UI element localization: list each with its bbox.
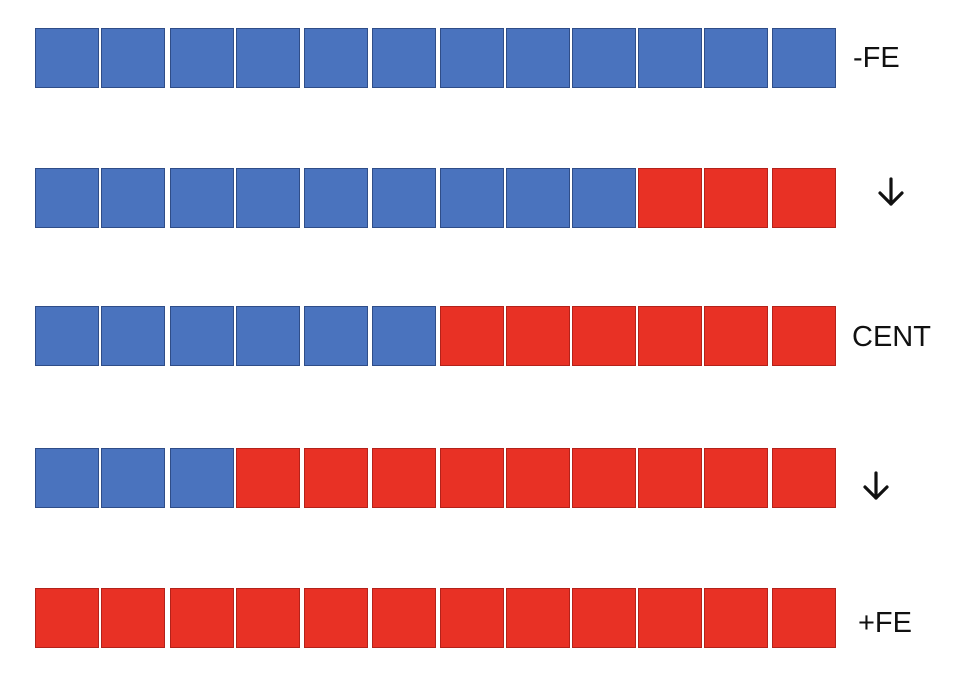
blue-square: [35, 168, 99, 228]
red-square: [772, 448, 836, 508]
red-square: [572, 448, 636, 508]
red-square: [170, 588, 234, 648]
blue-square: [304, 306, 368, 366]
blue-square: [35, 28, 99, 88]
blue-square: [506, 168, 570, 228]
red-square: [572, 588, 636, 648]
red-square: [506, 588, 570, 648]
blue-square: [170, 448, 234, 508]
label-minus-fe: -FE: [853, 42, 900, 74]
blue-square: [372, 168, 436, 228]
red-square: [372, 588, 436, 648]
blue-square: [101, 306, 165, 366]
red-square: [236, 448, 300, 508]
red-square: [101, 588, 165, 648]
blue-square: [372, 28, 436, 88]
red-square: [236, 588, 300, 648]
red-square: [304, 588, 368, 648]
blue-square: [35, 306, 99, 366]
red-square: [638, 306, 702, 366]
blue-square: [572, 28, 636, 88]
blue-square: [704, 28, 768, 88]
red-square: [506, 306, 570, 366]
blue-square: [236, 168, 300, 228]
red-square: [35, 588, 99, 648]
blue-square: [304, 168, 368, 228]
red-square: [638, 448, 702, 508]
red-square: [704, 448, 768, 508]
red-square: [772, 588, 836, 648]
red-square: [304, 448, 368, 508]
blue-square: [372, 306, 436, 366]
blue-square: [440, 168, 504, 228]
red-square: [704, 168, 768, 228]
blue-square: [572, 168, 636, 228]
down-arrow-icon: [878, 177, 904, 206]
red-square: [772, 306, 836, 366]
blue-square: [101, 168, 165, 228]
red-square: [772, 168, 836, 228]
red-square: [372, 448, 436, 508]
red-square: [572, 306, 636, 366]
label-plus-fe: +FE: [858, 607, 912, 639]
blue-square: [101, 448, 165, 508]
red-square: [440, 448, 504, 508]
red-square: [440, 306, 504, 366]
label-cent: CENT: [852, 321, 931, 353]
blue-square: [170, 306, 234, 366]
red-square: [440, 588, 504, 648]
blue-square: [638, 28, 702, 88]
blue-square: [170, 28, 234, 88]
blue-square: [506, 28, 570, 88]
down-arrow-icon: [863, 471, 889, 500]
red-square: [704, 306, 768, 366]
blue-square: [304, 28, 368, 88]
blue-square: [35, 448, 99, 508]
red-square: [506, 448, 570, 508]
red-square: [638, 168, 702, 228]
blue-square: [772, 28, 836, 88]
blue-square: [440, 28, 504, 88]
blue-square: [236, 28, 300, 88]
blue-square: [170, 168, 234, 228]
blue-square: [101, 28, 165, 88]
blue-square: [236, 306, 300, 366]
red-square: [704, 588, 768, 648]
red-square: [638, 588, 702, 648]
